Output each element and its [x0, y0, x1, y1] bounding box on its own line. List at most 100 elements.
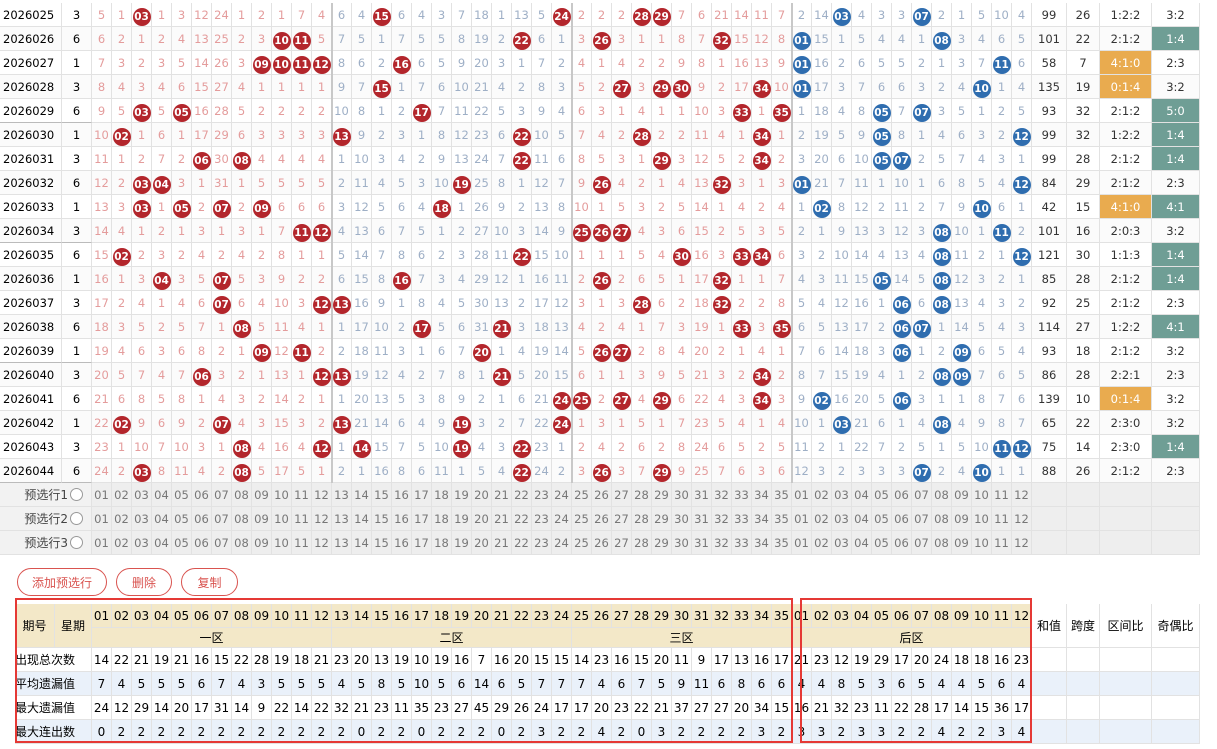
- preselect-number[interactable]: 01: [92, 483, 112, 507]
- preselect-number[interactable]: 06: [892, 531, 912, 555]
- preselect-number[interactable]: 27: [612, 483, 632, 507]
- preselect-number[interactable]: 02: [112, 531, 132, 555]
- preselect-number[interactable]: 27: [612, 507, 632, 531]
- preselect-number[interactable]: 16: [392, 483, 412, 507]
- preselect-number[interactable]: 06: [192, 507, 212, 531]
- preselect-number[interactable]: 12: [312, 483, 332, 507]
- radio[interactable]: [70, 536, 83, 549]
- preselect-number[interactable]: 28: [632, 507, 652, 531]
- preselect-number[interactable]: 32: [712, 483, 732, 507]
- preselect-number[interactable]: 25: [572, 483, 592, 507]
- preselect-number[interactable]: 30: [672, 507, 692, 531]
- preselect-number[interactable]: 07: [212, 483, 232, 507]
- preselect-number[interactable]: 18: [432, 483, 452, 507]
- preselect-number[interactable]: 26: [592, 507, 612, 531]
- preselect-number[interactable]: 21: [492, 531, 512, 555]
- preselect-number[interactable]: 20: [472, 531, 492, 555]
- preselect-number[interactable]: 11: [292, 483, 312, 507]
- preselect-number[interactable]: 11: [992, 483, 1012, 507]
- preselect-number[interactable]: 03: [832, 483, 852, 507]
- preselect-number[interactable]: 19: [452, 507, 472, 531]
- preselect-number[interactable]: 02: [812, 483, 832, 507]
- preselect-number[interactable]: 33: [732, 507, 752, 531]
- preselect-number[interactable]: 31: [692, 507, 712, 531]
- preselect-number[interactable]: 10: [272, 531, 292, 555]
- preselect-number[interactable]: 10: [972, 507, 992, 531]
- preselect-number[interactable]: 21: [492, 483, 512, 507]
- preselect-number[interactable]: 02: [812, 531, 832, 555]
- preselect-number[interactable]: 05: [172, 531, 192, 555]
- preselect-number[interactable]: 29: [652, 507, 672, 531]
- preselect-number[interactable]: 22: [512, 483, 532, 507]
- preselect-number[interactable]: 11: [292, 531, 312, 555]
- preselect-number[interactable]: 19: [452, 483, 472, 507]
- preselect-number[interactable]: 06: [892, 507, 912, 531]
- preselect-number[interactable]: 22: [512, 507, 532, 531]
- preselect-number[interactable]: 07: [912, 507, 932, 531]
- preselect-number[interactable]: 03: [132, 507, 152, 531]
- preselect-number[interactable]: 15: [372, 531, 392, 555]
- preselect-number[interactable]: 02: [112, 507, 132, 531]
- preselect-number[interactable]: 16: [392, 507, 412, 531]
- preselect-number[interactable]: 12: [1012, 507, 1032, 531]
- preselect-number[interactable]: 31: [692, 531, 712, 555]
- preselect-number[interactable]: 07: [212, 531, 232, 555]
- preselect-number[interactable]: 03: [832, 531, 852, 555]
- preselect-number[interactable]: 31: [692, 483, 712, 507]
- preselect-number[interactable]: 08: [932, 507, 952, 531]
- preselect-number[interactable]: 17: [412, 531, 432, 555]
- preselect-number[interactable]: 25: [572, 531, 592, 555]
- add-row-button[interactable]: 添加预选行: [17, 568, 107, 596]
- preselect-number[interactable]: 09: [252, 507, 272, 531]
- preselect-number[interactable]: 06: [192, 531, 212, 555]
- preselect-number[interactable]: 35: [772, 531, 792, 555]
- preselect-number[interactable]: 15: [372, 483, 392, 507]
- preselect-number[interactable]: 01: [792, 483, 812, 507]
- preselect-number[interactable]: 09: [952, 507, 972, 531]
- preselect-number[interactable]: 05: [172, 483, 192, 507]
- preselect-number[interactable]: 25: [572, 507, 592, 531]
- preselect-number[interactable]: 17: [412, 507, 432, 531]
- preselect-number[interactable]: 20: [472, 483, 492, 507]
- preselect-number[interactable]: 05: [172, 507, 192, 531]
- preselect-number[interactable]: 08: [232, 483, 252, 507]
- preselect-number[interactable]: 24: [552, 483, 572, 507]
- preselect-number[interactable]: 06: [192, 483, 212, 507]
- preselect-number[interactable]: 12: [1012, 483, 1032, 507]
- preselect-number[interactable]: 19: [452, 531, 472, 555]
- preselect-number[interactable]: 18: [432, 507, 452, 531]
- preselect-number[interactable]: 27: [612, 531, 632, 555]
- preselect-number[interactable]: 18: [432, 531, 452, 555]
- preselect-number[interactable]: 28: [632, 531, 652, 555]
- preselect-number[interactable]: 15: [372, 507, 392, 531]
- preselect-number[interactable]: 30: [672, 531, 692, 555]
- preselect-number[interactable]: 14: [352, 507, 372, 531]
- preselect-number[interactable]: 11: [992, 531, 1012, 555]
- preselect-number[interactable]: 16: [392, 531, 412, 555]
- preselect-number[interactable]: 05: [872, 531, 892, 555]
- preselect-number[interactable]: 13: [332, 483, 352, 507]
- preselect-number[interactable]: 14: [352, 531, 372, 555]
- preselect-number[interactable]: 26: [592, 483, 612, 507]
- preselect-number[interactable]: 03: [132, 483, 152, 507]
- preselect-number[interactable]: 08: [232, 531, 252, 555]
- preselect-number[interactable]: 10: [272, 507, 292, 531]
- preselect-number[interactable]: 28: [632, 483, 652, 507]
- preselect-number[interactable]: 12: [312, 507, 332, 531]
- preselect-number[interactable]: 23: [532, 507, 552, 531]
- preselect-number[interactable]: 23: [532, 531, 552, 555]
- preselect-number[interactable]: 07: [912, 483, 932, 507]
- preselect-number[interactable]: 08: [932, 531, 952, 555]
- preselect-number[interactable]: 21: [492, 507, 512, 531]
- preselect-number[interactable]: 04: [852, 507, 872, 531]
- copy-button[interactable]: 复制: [181, 568, 238, 596]
- preselect-number[interactable]: 32: [712, 507, 732, 531]
- preselect-number[interactable]: 30: [672, 483, 692, 507]
- preselect-number[interactable]: 14: [352, 483, 372, 507]
- preselect-number[interactable]: 35: [772, 483, 792, 507]
- preselect-number[interactable]: 34: [752, 531, 772, 555]
- preselect-number[interactable]: 11: [992, 507, 1012, 531]
- radio[interactable]: [70, 512, 83, 525]
- preselect-number[interactable]: 09: [252, 531, 272, 555]
- preselect-number[interactable]: 34: [752, 483, 772, 507]
